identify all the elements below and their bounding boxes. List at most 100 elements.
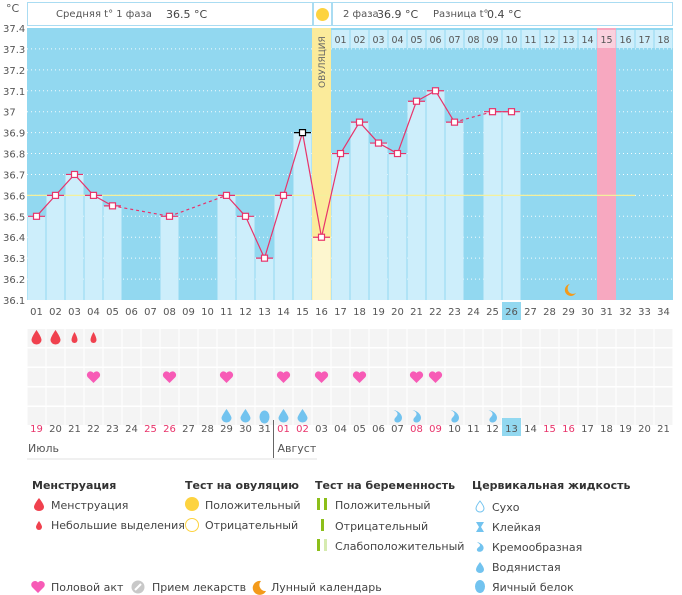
temperature-point <box>51 191 60 199</box>
calendar-date-label: 03 <box>315 424 328 435</box>
cycle-day-label: 34 <box>657 307 670 318</box>
symptom-cell <box>369 368 388 386</box>
luteal-day-label: 10 <box>505 35 517 46</box>
legend-item: Кремообразная <box>492 541 583 554</box>
symptom-cell <box>369 329 388 347</box>
watery-icon <box>476 562 484 573</box>
symptom-cell <box>274 348 293 367</box>
luteal-day-cell <box>426 30 445 48</box>
y-tick-label: 36.5 <box>3 212 25 223</box>
symptom-cell <box>65 348 84 367</box>
symptom-cell <box>445 348 464 367</box>
symptom-cell <box>217 329 236 347</box>
calendar-date-label: 09 <box>429 424 442 435</box>
calendar-date-label: 13 <box>505 424 518 435</box>
calendar-date-label: 19 <box>30 424 43 435</box>
cycle-day-label: 15 <box>296 307 309 318</box>
temperature-bar <box>350 122 369 301</box>
symptom-cell <box>350 387 369 406</box>
symptom-cell <box>597 387 616 406</box>
symptom-cell <box>122 387 141 406</box>
y-tick-label: 37.1 <box>3 87 25 98</box>
symptom-cell <box>217 387 236 406</box>
symptom-cell <box>331 368 350 386</box>
luteal-day-label: 09 <box>486 35 498 46</box>
symptom-cell <box>407 387 426 406</box>
temperature-bar <box>483 111 502 300</box>
symptom-cell <box>578 329 597 347</box>
luteal-day-cell <box>445 30 464 48</box>
symptom-cell <box>46 407 65 425</box>
y-tick-label: 36.8 <box>3 150 25 161</box>
symptom-cell <box>597 348 616 367</box>
symptom-cell <box>122 368 141 386</box>
negative-sun-icon <box>185 518 199 532</box>
symptom-cell <box>559 329 578 347</box>
temperature-bar <box>217 195 236 300</box>
temperature-line-segment <box>434 90 456 123</box>
temperature-line-segment <box>301 132 323 238</box>
symptom-cell <box>65 368 84 386</box>
symptom-cell <box>445 368 464 386</box>
symptom-cell <box>255 387 274 406</box>
symptom-cell <box>616 368 635 386</box>
sticky-icon <box>476 522 484 532</box>
positive-test-icon-bar <box>324 498 327 510</box>
luteal-day-cell <box>331 30 350 48</box>
calendar-date-label: 05 <box>353 424 366 435</box>
symptom-cell <box>312 387 331 406</box>
calendar-date-label: 17 <box>581 424 594 435</box>
unit-label: °C <box>6 2 20 15</box>
luteal-day-cell <box>559 30 578 48</box>
luteal-day-label: 07 <box>448 35 460 46</box>
symptom-cell <box>388 348 407 367</box>
symptom-cell <box>597 407 616 425</box>
medication-pill-icon <box>131 580 145 594</box>
calendar-date-label: 02 <box>296 424 309 435</box>
cycle-day-label: 30 <box>581 307 594 318</box>
symptom-cell <box>179 348 198 367</box>
luteal-day-label: 06 <box>429 35 441 46</box>
symptom-cell <box>578 348 597 367</box>
ovulation-column <box>312 28 331 300</box>
symptom-cell <box>160 329 179 347</box>
diff-label: Разница t° <box>433 9 489 20</box>
luteal-day-cell <box>483 30 502 48</box>
spotting-drop-icon <box>36 521 42 530</box>
temperature-bar <box>312 237 331 300</box>
phase1-summary: Средняя t° 1 фаза 36.5 °C <box>27 2 313 26</box>
symptom-cell <box>654 387 673 406</box>
symptom-cell <box>122 407 141 425</box>
intercourse-heart-icon <box>162 371 177 383</box>
symptom-cell <box>445 387 464 406</box>
calendar-date-label: 22 <box>87 424 100 435</box>
calendar-date-label: 10 <box>448 424 461 435</box>
egg-white-icon <box>475 580 485 593</box>
legend-cervical-title: Цервикальная жидкость <box>472 479 631 492</box>
symptom-cell <box>426 407 445 425</box>
symptom-cell <box>103 368 122 386</box>
symptom-cell <box>483 329 502 347</box>
temperature-bar <box>369 143 388 300</box>
symptom-cell <box>654 368 673 386</box>
temperature-line-segment <box>282 132 304 196</box>
y-tick-label: 36.6 <box>3 191 25 202</box>
symptom-cell <box>274 387 293 406</box>
symptom-cell <box>540 407 559 425</box>
temperature-line-segment <box>320 153 342 238</box>
watery-fluid-icon <box>297 409 308 423</box>
symptom-cell <box>521 348 540 367</box>
y-tick-label: 36.4 <box>3 233 25 244</box>
temperature-bar <box>445 122 464 301</box>
symptom-cell <box>217 348 236 367</box>
luteal-day-label: 12 <box>543 35 555 46</box>
y-tick-label: 36.7 <box>3 170 25 181</box>
luteal-day-cell <box>464 30 483 48</box>
luteal-day-cell <box>540 30 559 48</box>
legend-item: Отрицательный <box>335 520 429 533</box>
cycle-day-label: 27 <box>524 307 537 318</box>
symptom-cell <box>369 407 388 425</box>
positive-test-icon <box>317 498 320 510</box>
symptom-cell <box>540 387 559 406</box>
